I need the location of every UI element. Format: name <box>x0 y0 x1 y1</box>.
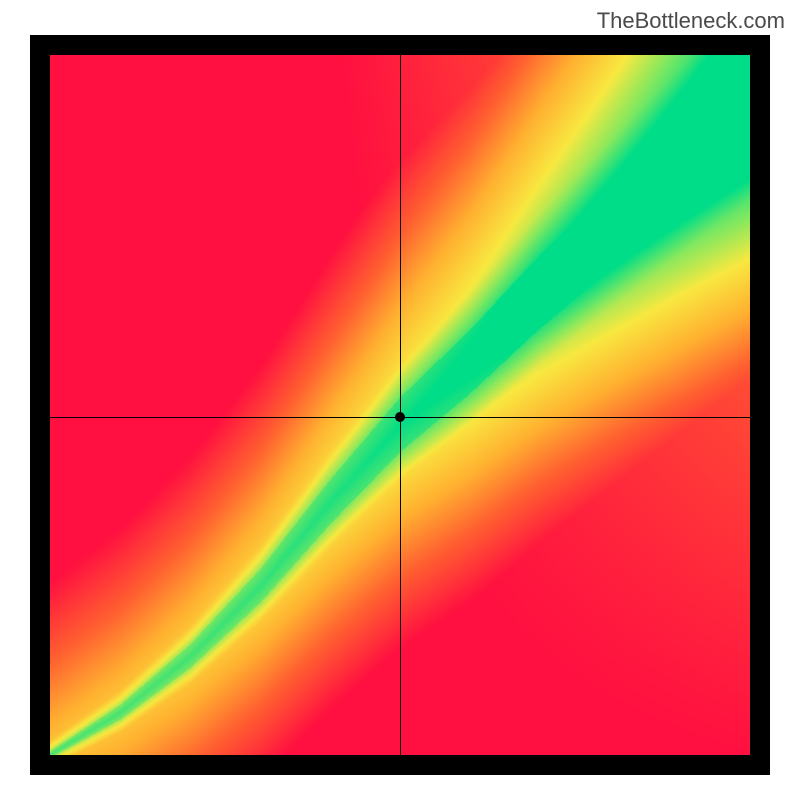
crosshair-marker <box>395 412 405 422</box>
watermark-text: TheBottleneck.com <box>597 8 785 34</box>
crosshair-vertical <box>400 55 401 755</box>
plot-area <box>50 55 750 755</box>
chart-container: TheBottleneck.com <box>0 0 800 800</box>
chart-frame <box>30 35 770 775</box>
